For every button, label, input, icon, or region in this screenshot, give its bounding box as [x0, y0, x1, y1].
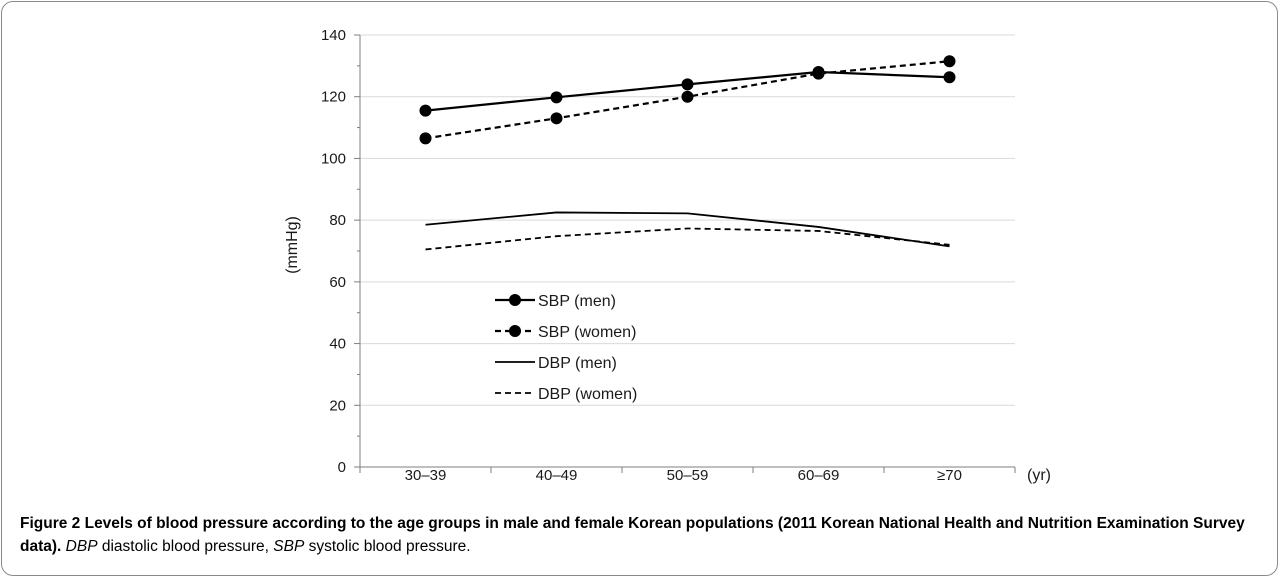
y-axis-label: (mmHg)	[284, 216, 301, 274]
legend-label: SBP (men)	[538, 293, 616, 310]
legend: SBP (men) SBP (women) DBP (men) DBP (women)	[495, 293, 637, 403]
data-point	[550, 112, 563, 125]
x-tick-label: 60–69	[798, 467, 840, 484]
x-tick-label: 40–49	[536, 467, 578, 484]
x-tick-labels: 30–39 40–49 50–59 60–69 ≥70	[405, 467, 962, 484]
x-tick-label: 30–39	[405, 467, 447, 484]
caption-def-dbp: diastolic blood pressure,	[97, 538, 274, 555]
figure-caption: Figure 2 Levels of blood pressure accord…	[20, 512, 1260, 558]
y-tick-label: 60	[329, 274, 346, 291]
legend-marker	[509, 325, 521, 337]
x-tick-label: 50–59	[667, 467, 709, 484]
legend-label: DBP (women)	[538, 386, 637, 403]
data-point	[943, 55, 956, 68]
x-tick-label: ≥70	[937, 467, 962, 484]
y-tick-label: 40	[329, 336, 346, 353]
y-tick-label: 100	[321, 150, 346, 167]
y-tick-labels: 0 20 40 60 80 100 120 140	[321, 27, 346, 476]
data-point	[419, 104, 432, 117]
data-point	[943, 71, 956, 84]
gridlines	[360, 34, 1015, 406]
y-tick-label: 120	[321, 89, 346, 106]
legend-label: SBP (women)	[538, 324, 636, 341]
caption-def-sbp: systolic blood pressure.	[304, 538, 471, 555]
y-tick-label: 0	[338, 459, 346, 476]
y-tick-label: 140	[321, 27, 346, 44]
data-point	[681, 78, 694, 91]
data-point	[419, 132, 432, 145]
series-line-2	[425, 211, 950, 248]
series-line-3	[425, 227, 950, 251]
caption-abbr-dbp: DBP	[65, 538, 98, 555]
data-point	[550, 91, 563, 104]
line-chart: 0 20 40 60 80 100 120 140 30–39 40–49 50–59 60–69 ≥…	[284, 27, 1051, 484]
y-tick-label: 80	[329, 212, 346, 229]
series-group	[419, 55, 956, 251]
y-tick-label: 20	[329, 397, 346, 414]
axes	[354, 34, 1016, 473]
x-axis-unit: (yr)	[1027, 467, 1051, 484]
caption-title: Figure 2 Levels of blood pressure accord…	[20, 515, 1245, 555]
caption-abbr-sbp: SBP	[273, 538, 305, 555]
legend-marker	[509, 294, 521, 306]
data-point	[681, 90, 694, 103]
data-point	[812, 67, 825, 80]
legend-label: DBP (men)	[538, 355, 617, 372]
